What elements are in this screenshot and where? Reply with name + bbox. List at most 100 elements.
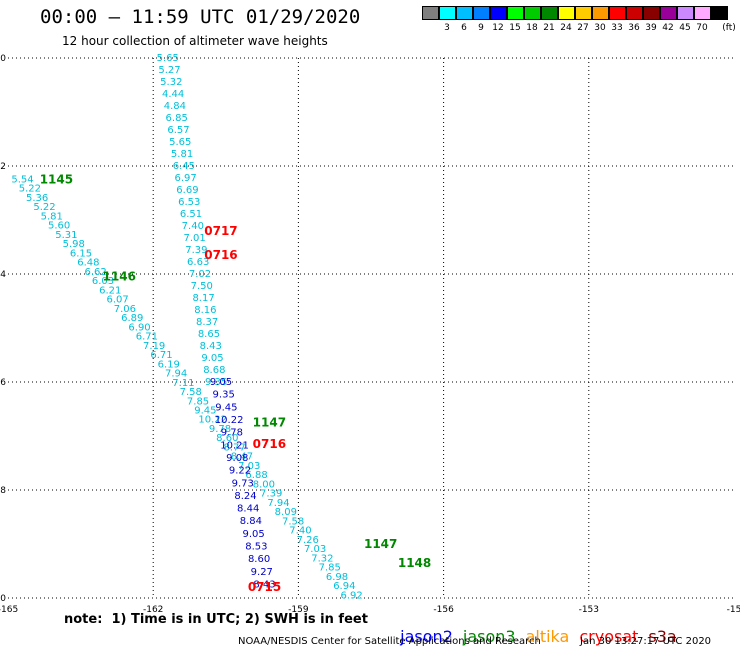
wave-height-label: 8.09	[275, 507, 297, 518]
colorbar-tick-label: 24	[560, 23, 572, 33]
wave-height-label: 6.90	[128, 322, 150, 333]
wave-height-label: 7.39	[260, 489, 282, 500]
wave-height-label: 7.58	[180, 387, 202, 398]
chart-subtitle: 12 hour collection of altimeter wave hei…	[62, 34, 328, 48]
wave-height-label: 6.45	[173, 161, 195, 172]
colorbar-tick-label: 33	[611, 23, 623, 33]
wave-height-label: 9.05	[201, 353, 223, 364]
y-tick-label: -48	[0, 486, 6, 496]
wave-height-label: 9.08	[226, 453, 248, 464]
wave-height-label: 5.27	[158, 65, 180, 76]
axis-layer: -165 -162 -159 -156 -153 -15 -40 -42 -44 -46 -48 -5…	[0, 54, 740, 615]
wave-height-label: 6.85	[166, 113, 188, 124]
wave-height-label: 7.85	[319, 563, 341, 574]
y-tick-label: -50	[0, 594, 6, 604]
wave-height-label: 9.27	[251, 567, 273, 578]
colorbar-tick-label: 3	[444, 23, 450, 33]
wave-height-label: 4.84	[164, 101, 186, 112]
colorbar-tick-label: 39	[645, 23, 657, 33]
wave-height-label: 7.58	[282, 516, 304, 527]
wave-height-label: 7.50	[191, 281, 213, 292]
colorbar-swatch	[660, 6, 677, 20]
wave-height-label: 7.26	[297, 535, 319, 546]
wave-height-label: 6.89	[121, 313, 143, 324]
wave-height-label: 9.45	[215, 402, 237, 413]
wave-height-label: 8.17	[192, 293, 214, 304]
legend-jason3: jason3	[462, 627, 516, 646]
colorbar-tick-label: 27	[577, 23, 589, 33]
wave-height-label: 7.19	[143, 341, 165, 352]
wave-height-label: 8.43	[253, 580, 275, 591]
footer-note: note: 1) Time is in UTC; 2) SWH is in fe…	[64, 612, 368, 627]
wave-height-label: 5.65	[169, 137, 191, 148]
wave-height-label: 7.40	[182, 221, 204, 232]
colorbar-tick-label: 6	[461, 23, 467, 33]
time-annotation: 1145	[40, 173, 73, 187]
wave-height-label: 6.71	[150, 350, 172, 361]
colorbar-tick-label: 36	[628, 23, 640, 33]
colorbar-tick-label: 9	[478, 23, 484, 33]
wave-height-label: 6.62	[85, 267, 107, 278]
time-annotation: 1146	[103, 270, 136, 284]
wave-height-label: 6.71	[136, 332, 158, 343]
wave-height-label: 7.85	[187, 396, 209, 407]
colorbar-swatch	[524, 6, 541, 20]
time-annotation: 1148	[398, 556, 431, 570]
grid-layer	[8, 57, 734, 599]
wave-height-label: 6.97	[175, 173, 197, 184]
wave-height-label: 6.63	[187, 257, 209, 268]
wave-height-label: 5.36	[26, 193, 48, 204]
credit-text: NOAA/NESDIS Center for Satellite Applica…	[238, 636, 541, 647]
colorbar-swatch	[575, 6, 592, 20]
colorbar-swatch	[473, 6, 490, 20]
colorbar-swatch	[490, 6, 507, 20]
legend-altika: altika	[525, 627, 570, 646]
x-tick-label: -156	[433, 605, 454, 615]
colorbar-tick-label: 12	[492, 23, 504, 33]
points-layer: 5.655.275.324.444.846.856.575.655.816.45…	[11, 53, 362, 601]
wave-height-label: 8.37	[196, 317, 218, 328]
generated-timestamp: Jan 30 13:27:17 UTC 2020	[580, 636, 712, 647]
y-tick-label: -42	[0, 162, 6, 172]
wave-height-label: 8.43	[200, 341, 222, 352]
wave-height-label: 8.77	[223, 442, 245, 453]
wave-height-label: 8.00	[253, 479, 275, 490]
wave-height-label: 10.22	[215, 415, 244, 426]
wave-height-label: 9.73	[232, 478, 254, 489]
wave-height-label: 5.81	[41, 211, 63, 222]
time-annotation: 1147	[364, 537, 397, 551]
colorbar-swatch	[677, 6, 694, 20]
wave-height-label: 8.24	[234, 491, 256, 502]
wave-height-label: 7.02	[189, 269, 211, 280]
wave-height-label: 8.68	[203, 365, 225, 376]
legend-jason2: jason2	[400, 627, 453, 646]
wave-height-label: 6.69	[176, 185, 198, 196]
wave-height-label: 9.35	[205, 377, 227, 388]
wave-height-label: 6.57	[167, 125, 189, 136]
time-annotation: 0717	[204, 224, 237, 238]
x-tick-label: -162	[143, 605, 163, 615]
wave-height-label: 6.19	[158, 359, 180, 370]
time-annotation: 0715	[248, 580, 281, 594]
colorbar-swatch	[592, 6, 609, 20]
y-tick-label: -40	[0, 54, 6, 64]
colorbar-swatch	[558, 6, 575, 20]
colorbar-tick-label: 70	[696, 23, 708, 33]
wave-height-label: 9.78	[209, 424, 231, 435]
colorbar-swatch	[694, 6, 711, 20]
wave-height-label: 6.07	[106, 295, 128, 306]
wave-height-label: 5.81	[171, 149, 193, 160]
colorbar-swatch	[626, 6, 643, 20]
wave-height-label: 7.39	[185, 245, 207, 256]
colorbar-tick-label: 42	[662, 23, 674, 33]
wave-height-label: 7.32	[311, 553, 333, 564]
wave-height-label: 5.22	[33, 202, 55, 213]
wave-height-label: 8.65	[198, 329, 220, 340]
wave-height-label: 9.45	[194, 406, 216, 417]
colorbar-swatch	[456, 6, 473, 20]
wave-height-label: 7.03	[304, 544, 326, 555]
colorbar-swatch	[541, 6, 558, 20]
satellite-legend: jason2 jason3 altika cryosat s3a	[390, 608, 687, 646]
wave-height-label: 8.16	[194, 305, 216, 316]
